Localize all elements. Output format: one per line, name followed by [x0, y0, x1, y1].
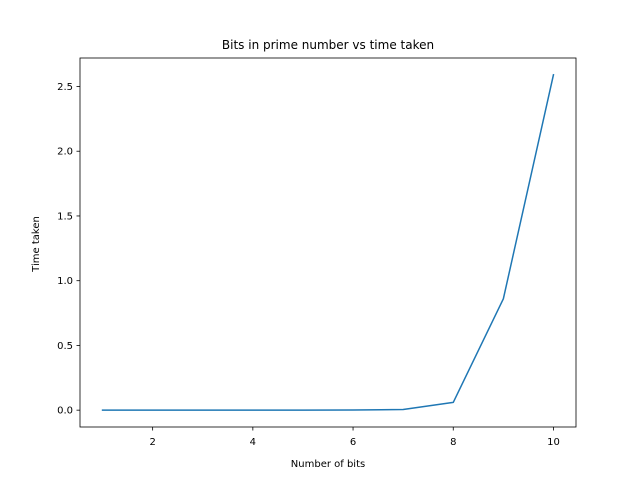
y-tick-label: 1.0: [57, 276, 73, 287]
y-tick-label: 0.5: [57, 341, 73, 352]
plot-area: 2 4 6 8 10 0.0 0.5 1.0 1.5 2.0 2.5: [57, 57, 577, 448]
x-tick-label: 4: [250, 437, 256, 448]
y-tick-label: 0.0: [57, 406, 73, 417]
x-tick-label: 6: [350, 437, 356, 448]
y-axis-ticks: 0.0 0.5 1.0 1.5 2.0 2.5: [57, 82, 80, 417]
y-axis-label: Time taken: [31, 216, 42, 273]
y-tick-label: 2.5: [57, 82, 73, 93]
x-axis-ticks: 2 4 6 8 10: [149, 427, 560, 448]
y-tick-label: 2.0: [57, 147, 73, 158]
x-tick-label: 10: [547, 437, 560, 448]
x-axis-label: Number of bits: [291, 459, 365, 470]
series-line: [101, 73, 555, 411]
x-tick-label: 2: [149, 437, 155, 448]
plot-frame: [79, 57, 577, 428]
x-tick-label: 8: [450, 437, 456, 448]
chart-title: Bits in prime number vs time taken: [222, 38, 434, 52]
y-tick-label: 1.5: [57, 211, 73, 222]
